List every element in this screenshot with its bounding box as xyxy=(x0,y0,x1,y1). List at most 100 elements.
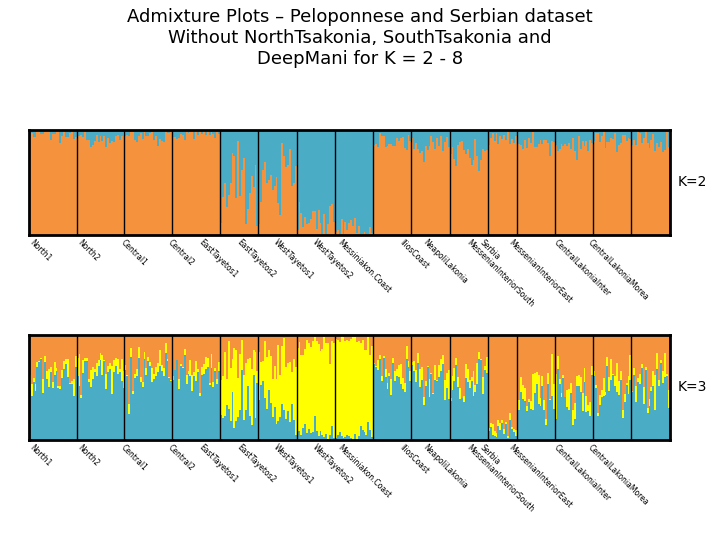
Bar xyxy=(247,387,249,440)
Bar xyxy=(477,362,478,384)
Bar xyxy=(472,396,474,440)
Bar xyxy=(662,335,664,371)
Bar xyxy=(163,376,165,440)
Bar xyxy=(667,146,670,235)
Bar xyxy=(140,377,142,382)
Bar xyxy=(478,130,480,171)
Bar xyxy=(449,401,451,440)
Bar xyxy=(300,130,302,213)
Bar xyxy=(478,171,480,235)
Bar xyxy=(381,130,382,136)
Bar xyxy=(232,335,233,359)
Bar xyxy=(201,375,203,440)
Bar xyxy=(367,234,369,235)
Bar xyxy=(532,335,534,374)
Bar xyxy=(192,335,193,375)
Bar xyxy=(228,335,230,341)
Bar xyxy=(341,335,343,336)
Bar xyxy=(329,435,331,440)
Bar xyxy=(293,184,294,235)
Bar xyxy=(494,436,495,440)
Bar xyxy=(433,130,434,141)
Bar xyxy=(501,423,503,440)
Bar xyxy=(436,138,438,235)
Bar xyxy=(302,335,305,355)
Bar xyxy=(29,136,31,235)
Bar xyxy=(165,343,166,353)
Bar xyxy=(161,335,163,365)
Bar xyxy=(384,369,387,377)
Bar xyxy=(597,413,599,416)
Bar xyxy=(67,137,69,235)
Bar xyxy=(67,130,69,137)
Bar xyxy=(392,335,394,357)
Bar xyxy=(268,130,270,180)
Bar xyxy=(199,393,201,396)
Bar xyxy=(48,335,50,369)
Bar xyxy=(149,133,151,235)
Bar xyxy=(140,382,142,440)
Bar xyxy=(210,130,212,132)
Bar xyxy=(180,364,182,367)
Bar xyxy=(606,357,608,366)
Bar xyxy=(42,130,44,134)
Bar xyxy=(294,166,297,235)
Bar xyxy=(454,130,455,159)
Bar xyxy=(656,335,658,353)
Bar xyxy=(574,335,576,403)
Bar xyxy=(153,140,155,235)
Bar xyxy=(126,376,128,440)
Bar xyxy=(647,130,649,143)
Bar xyxy=(235,198,238,235)
Bar xyxy=(182,368,184,440)
Bar xyxy=(323,130,325,214)
Bar xyxy=(547,373,549,384)
Bar xyxy=(245,335,247,363)
Bar xyxy=(37,367,38,440)
Bar xyxy=(361,340,364,430)
Bar xyxy=(611,381,612,440)
Bar xyxy=(165,353,166,440)
Bar xyxy=(667,130,670,146)
Bar xyxy=(541,144,544,235)
Bar xyxy=(230,368,232,421)
Bar xyxy=(99,137,102,235)
Bar xyxy=(274,407,276,440)
Bar xyxy=(171,381,172,440)
Bar xyxy=(207,367,209,440)
Bar xyxy=(29,335,31,375)
Bar xyxy=(291,186,293,235)
Bar xyxy=(195,361,197,381)
Bar xyxy=(128,130,130,136)
Bar xyxy=(510,130,513,139)
Bar xyxy=(287,411,289,440)
Bar xyxy=(544,130,545,140)
Bar xyxy=(264,341,266,399)
Bar xyxy=(413,149,415,235)
Bar xyxy=(188,371,189,374)
Bar xyxy=(388,130,390,144)
Bar xyxy=(323,437,325,440)
Bar xyxy=(189,130,192,131)
Bar xyxy=(102,335,104,355)
Bar xyxy=(29,390,31,440)
Bar xyxy=(381,335,382,376)
Bar xyxy=(538,375,539,403)
Bar xyxy=(667,390,670,408)
Bar xyxy=(530,335,532,401)
Bar xyxy=(442,130,444,151)
Bar xyxy=(524,388,526,401)
Bar xyxy=(530,409,532,440)
Bar xyxy=(440,130,442,137)
Bar xyxy=(65,359,67,364)
Bar xyxy=(480,335,482,359)
Bar xyxy=(192,131,193,235)
Bar xyxy=(262,361,264,381)
Bar xyxy=(348,130,350,223)
Bar xyxy=(568,389,570,409)
Bar xyxy=(660,360,662,363)
Bar xyxy=(148,361,149,440)
Bar xyxy=(372,233,373,235)
Bar xyxy=(396,376,398,440)
Bar xyxy=(463,402,465,440)
